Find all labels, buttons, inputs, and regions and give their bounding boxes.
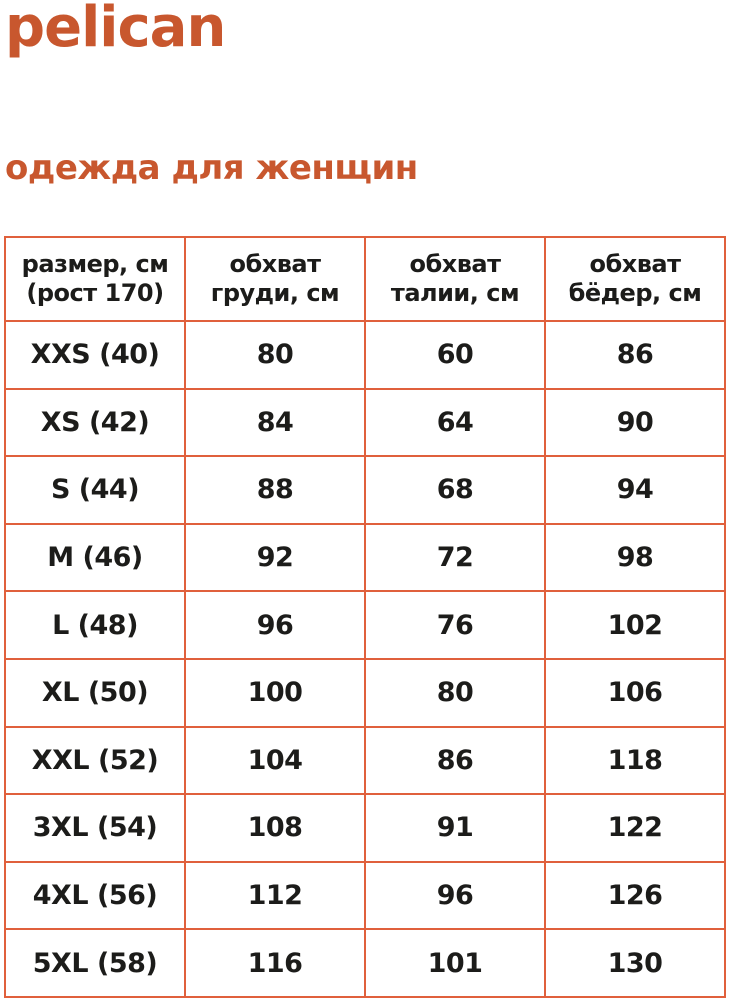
table-row: XXL (52) 104 86 118 [4,725,726,796]
chest-cell: 88 [184,455,366,525]
header-hips-line2: бёдер, см [568,279,702,307]
chest-cell: 108 [184,793,366,863]
chest-cell: 100 [184,657,366,728]
header-waist-line1: обхват [409,250,501,279]
table-row: XS (42) 84 64 90 [4,387,726,458]
header-hips-line1: обхват [589,250,681,279]
waist-cell: 86 [364,725,546,796]
hips-cell: 90 [544,387,726,458]
size-cell: XS (42) [4,387,186,458]
hips-cell: 86 [544,320,726,390]
header-hips: обхват бёдер, см [544,236,726,322]
hips-cell: 126 [544,860,726,931]
header-chest: обхват груди, см [184,236,366,322]
waist-cell: 60 [364,320,546,390]
chest-cell: 96 [184,590,366,660]
chest-cell: 84 [184,387,366,458]
hips-cell: 98 [544,522,726,593]
header-size-line2: (рост 170) [26,279,164,307]
size-table: размер, см (рост 170) обхват груди, см о… [4,236,726,998]
header-chest-line2: груди, см [210,279,340,307]
hips-cell: 122 [544,793,726,863]
size-table-body: XXS (40) 80 60 86 XS (42) 84 64 90 S (44… [4,320,726,998]
table-row: S (44) 88 68 94 [4,455,726,525]
page-title: одежда для женщин [5,148,418,188]
header-chest-line1: обхват [229,250,321,279]
waist-cell: 72 [364,522,546,593]
table-row: L (48) 96 76 102 [4,590,726,660]
size-cell: XXS (40) [4,320,186,390]
size-table-header: размер, см (рост 170) обхват груди, см о… [4,236,726,322]
size-cell: 5XL (58) [4,928,186,998]
waist-cell: 96 [364,860,546,931]
size-cell: 4XL (56) [4,860,186,931]
waist-cell: 64 [364,387,546,458]
chest-cell: 112 [184,860,366,931]
chest-cell: 80 [184,320,366,390]
table-row: XXS (40) 80 60 86 [4,320,726,390]
size-cell: M (46) [4,522,186,593]
chest-cell: 104 [184,725,366,796]
table-row: 5XL (58) 116 101 130 [4,928,726,998]
chest-cell: 92 [184,522,366,593]
waist-cell: 76 [364,590,546,660]
header-row: размер, см (рост 170) обхват груди, см о… [4,236,726,322]
size-cell: L (48) [4,590,186,660]
table-row: M (46) 92 72 98 [4,522,726,593]
hips-cell: 102 [544,590,726,660]
hips-cell: 118 [544,725,726,796]
header-size-line1: размер, см [21,250,169,279]
hips-cell: 106 [544,657,726,728]
table-row: XL (50) 100 80 106 [4,657,726,728]
table-row: 3XL (54) 108 91 122 [4,793,726,863]
header-size: размер, см (рост 170) [4,236,186,322]
hips-cell: 130 [544,928,726,998]
waist-cell: 68 [364,455,546,525]
size-cell: 3XL (54) [4,793,186,863]
table-row: 4XL (56) 112 96 126 [4,860,726,931]
pelican-logo: pelican [5,0,226,60]
header-waist-line2: талии, см [390,279,520,307]
chest-cell: 116 [184,928,366,998]
waist-cell: 91 [364,793,546,863]
size-cell: S (44) [4,455,186,525]
hips-cell: 94 [544,455,726,525]
waist-cell: 101 [364,928,546,998]
size-cell: XXL (52) [4,725,186,796]
size-cell: XL (50) [4,657,186,728]
header-waist: обхват талии, см [364,236,546,322]
waist-cell: 80 [364,657,546,728]
